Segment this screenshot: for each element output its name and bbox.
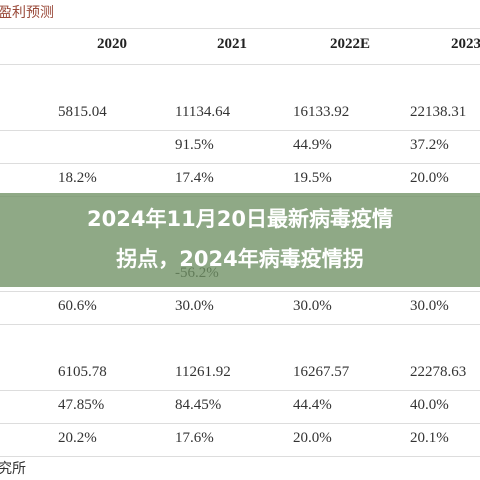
table-cell: 30.0% [293,298,332,314]
headline-banner: 2024年11月20日最新病毒疫情 拐点，2024年病毒疫情拐 [0,193,480,287]
table-cell: 84.45% [175,397,222,413]
table-cell: 11261.92 [175,364,231,380]
table-cell: 16133.92 [293,104,350,120]
row-rule [0,291,480,292]
table-cell: 44.4% [293,397,332,413]
table-cell: 6105.78 [58,364,107,380]
table-cell: 40.0% [410,397,449,413]
table-cell: 17.4% [175,170,214,186]
row-rule [0,163,480,164]
header-rule [0,28,480,29]
row-rule [0,423,480,424]
table-cell: 20.2% [58,430,97,446]
table-cell: 20.0% [293,430,332,446]
table-cell: 37.2% [410,137,449,153]
table-cell: 30.0% [410,298,449,314]
table-cell: 22138.31 [410,104,467,120]
headline-line: 2024年11月20日最新病毒疫情 [87,207,393,231]
table-cell: 5815.04 [58,104,107,120]
table-caption: 盈利预测 [0,5,54,21]
table-cell: 20.1% [410,430,449,446]
headline-line: 拐点，2024年病毒疫情拐 [116,247,364,271]
table-cell: 17.6% [175,430,214,446]
row-rule [0,456,480,457]
column-header: 2022E [329,36,371,52]
table-cell: 18.2% [58,170,97,186]
table-cell: 47.85% [58,397,105,413]
header-rule [0,64,480,65]
column-header: 2023 [451,36,480,52]
table-cell: 60.6% [58,298,97,314]
table-cell: 22278.63 [410,364,467,380]
table-cell: 20.0% [410,170,449,186]
table-cell: 44.9% [293,137,332,153]
column-header: 2021 [217,36,247,52]
source-note: 究所 [0,461,26,477]
table-cell: 11134.64 [175,104,231,120]
table-cell: 30.0% [175,298,214,314]
row-rule [0,390,480,391]
table-cell: 16267.57 [293,364,350,380]
column-header: 2020 [97,36,127,52]
table-cell: 91.5% [175,137,214,153]
table-cell: 19.5% [293,170,332,186]
row-rule [0,130,480,131]
row-rule [0,324,480,325]
